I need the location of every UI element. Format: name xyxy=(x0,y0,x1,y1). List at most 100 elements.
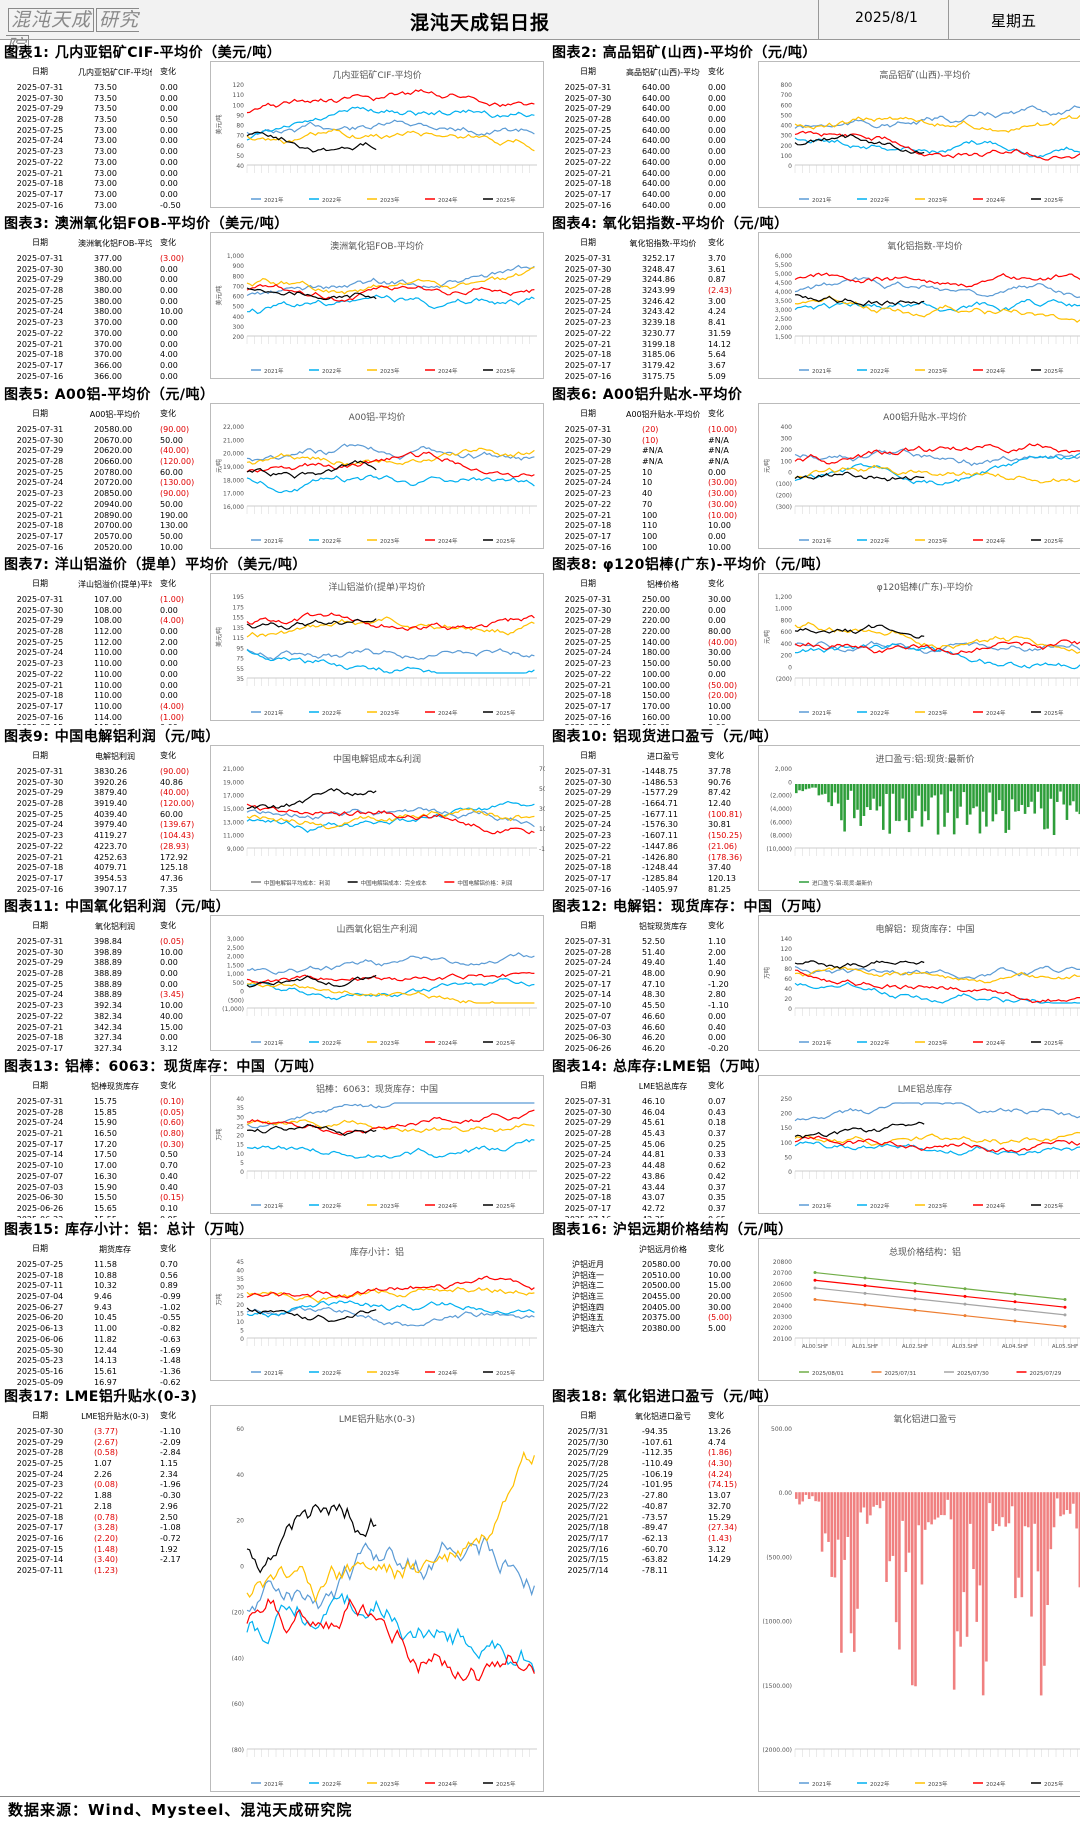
bar-mark xyxy=(872,784,875,799)
table-cell: -0.72 xyxy=(160,1533,181,1543)
table-cell: 2025-07-25 xyxy=(564,467,612,477)
table-header-cell: 铝棒价格 xyxy=(647,579,679,589)
table-row: 2025-07-23 44.48 0.62 xyxy=(552,1161,757,1172)
y-tick-label: 10 xyxy=(236,1319,244,1326)
table-cell: 2025-07-16 xyxy=(564,200,612,210)
bar-mark xyxy=(814,784,817,788)
y-tick-label: 195 xyxy=(233,594,245,601)
y-tick-label: 17,000 xyxy=(223,793,244,800)
bar-mark xyxy=(843,784,846,832)
table-cell: 125.18 xyxy=(160,863,188,873)
table-cell: 2025-07-21 xyxy=(564,168,612,178)
bar-mark xyxy=(972,1492,975,1570)
table-cell: 沪铝连一 xyxy=(572,1270,604,1280)
bar-mark xyxy=(801,784,805,792)
table-row: 2025-07-18 20700.00 130.00 xyxy=(4,521,209,532)
table-cell: 2025-07-23 xyxy=(564,831,612,841)
y2-tick-label: -1000.00 xyxy=(539,846,545,853)
bar-mark xyxy=(888,1492,892,1562)
table-row: 2025-07-21 4252.63 172.92 xyxy=(4,853,209,864)
report-date: 2025/8/1 xyxy=(855,10,918,26)
y-tick-label: 80 xyxy=(236,123,244,130)
table-cell: 2025-07-23 xyxy=(16,489,64,499)
table-cell: 2025-07-25 xyxy=(16,1459,64,1469)
y-tick-label: 700 xyxy=(233,283,245,290)
legend-label: 2023年 xyxy=(928,1202,948,1210)
y-tick-label: 900 xyxy=(233,263,245,270)
series-line xyxy=(246,1503,377,1574)
table-header-cell: 变化 xyxy=(160,1080,176,1090)
data-table: 日期 电解铝利润 变化 2025-07-31 3830.26 (90.00) 2025-07… xyxy=(4,745,209,895)
bar-mark xyxy=(869,1492,872,1516)
table-cell: 2025-07-25 xyxy=(564,296,612,306)
bar-mark xyxy=(975,1492,979,1622)
table-row: 2025-07-28 220.00 80.00 xyxy=(552,627,757,638)
bar-mark xyxy=(952,784,956,835)
table-header-cell: 变化 xyxy=(708,1080,724,1090)
legend-label: 2021年 xyxy=(812,196,832,204)
table-row: 2025-07-29 20620.00 (40.00) xyxy=(4,446,209,457)
bar-mark xyxy=(1043,1492,1046,1666)
y-tick-label: 50 xyxy=(236,153,244,160)
table-cell: 2025-07-22 xyxy=(564,157,612,167)
chart-title: 铝棒：6063：现货库存：中国 xyxy=(316,1085,438,1095)
table-cell: (30.00) xyxy=(708,478,738,488)
table-row: 2025-07-28 380.00 0.00 xyxy=(4,286,209,297)
table-cell: (10.00) xyxy=(708,425,738,434)
bar-mark xyxy=(1017,784,1020,812)
table-row: 沪铝连二 20500.00 15.00 xyxy=(552,1281,757,1292)
table-cell: 2025-07-29 xyxy=(16,275,64,285)
divider xyxy=(818,0,819,40)
logo-text: 混沌天成 xyxy=(8,8,95,32)
bar-mark xyxy=(985,784,988,827)
series-line xyxy=(246,1119,535,1133)
table-cell: 20500.00 xyxy=(642,1281,681,1291)
y-tick-label: 30 xyxy=(236,1114,244,1121)
table-cell: 2025-07-28 xyxy=(16,115,64,125)
panel-title: 图表13: 铝棒：6063：现货库存：中国（万吨） xyxy=(4,1059,324,1075)
table-cell: 2025-07-24 xyxy=(16,136,64,146)
table-cell: 0.00 xyxy=(160,168,178,178)
legend-label: 2022年 xyxy=(322,1780,342,1788)
table-row: 2025-07-22 110.00 0.00 xyxy=(4,670,209,681)
series-line xyxy=(246,803,535,835)
table-cell: 沪铝连五 xyxy=(572,1313,604,1323)
table-row: 2025-07-18 150.00 (20.00) xyxy=(552,691,757,702)
table-cell: (120.00) xyxy=(160,799,195,809)
bar-mark xyxy=(1010,784,1014,800)
table-cell: 112.00 xyxy=(94,637,122,647)
table-cell: (130.00) xyxy=(160,478,195,488)
table-cell: 20405.00 xyxy=(642,1302,681,1312)
bar-mark xyxy=(949,784,953,792)
bar-mark xyxy=(917,784,921,796)
bar-mark xyxy=(817,1492,821,1502)
table-row: 2025-07-31 46.10 0.07 xyxy=(552,1097,757,1108)
table-cell: 388.89 xyxy=(94,969,122,979)
chart-panel: 图表13: 铝棒：6063：现货库存：中国（万吨） 日期 铝棒现货库存 变化 2025-… xyxy=(0,1055,548,1218)
table-row: 2025-07-30 (10) #N/A xyxy=(552,436,757,447)
series-line xyxy=(246,1536,535,1613)
legend-label: 2024年 xyxy=(986,709,1006,717)
table-cell: 10.88 xyxy=(94,1270,117,1280)
table-cell: 7.35 xyxy=(160,884,178,894)
table-row: 2025-07-28 388.89 0.00 xyxy=(4,969,209,980)
table-cell: 44.81 xyxy=(642,1150,665,1160)
y-tick-label: 11,000 xyxy=(223,833,244,840)
table-cell: 73.50 xyxy=(94,83,117,92)
series-line xyxy=(246,459,377,479)
table-cell: 73.00 xyxy=(94,125,117,135)
table-cell: (2.20) xyxy=(94,1533,119,1543)
legend-label: 2024年 xyxy=(438,196,458,204)
series-line xyxy=(246,974,377,988)
table-cell: 42.72 xyxy=(642,1203,665,1213)
y-tick-label: 1,000 xyxy=(775,606,792,613)
legend-label: 2024年 xyxy=(986,1202,1006,1210)
table-cell: -0.63 xyxy=(160,1334,181,1344)
series-line xyxy=(794,443,1080,465)
table-cell: 2025-07-24 xyxy=(16,820,64,830)
table-cell: 20620.00 xyxy=(94,446,133,456)
chart-panel: 图表11: 中国氧化铝利润（元/吨） 日期 氧化铝利润 变化 2025-07-31 398… xyxy=(0,895,548,1055)
table-header-cell: 氧化铝进口盈亏 xyxy=(635,1411,691,1421)
data-table: 日期 几内亚铝矿CIF-平均价 变化 2025-07-31 73.50 0.00 2025-… xyxy=(4,61,209,212)
